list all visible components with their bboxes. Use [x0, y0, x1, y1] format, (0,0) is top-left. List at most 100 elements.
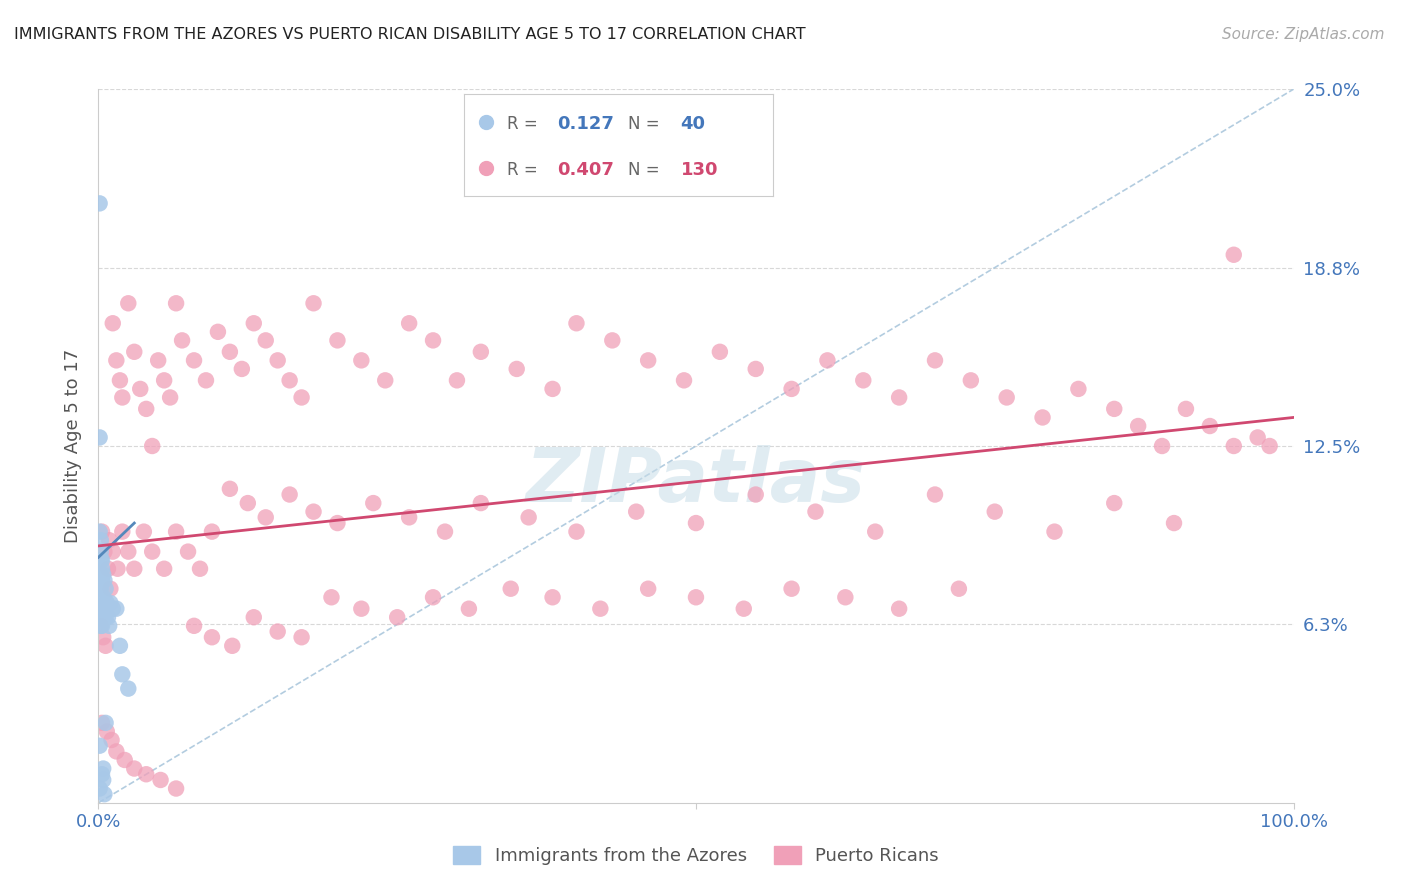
Point	[117, 681, 139, 696]
Point	[117, 544, 139, 558]
Point	[91, 715, 114, 730]
Point	[385, 610, 409, 624]
Point	[91, 772, 114, 787]
Text: N =: N =	[628, 115, 665, 134]
Point	[105, 353, 128, 368]
Point	[91, 562, 114, 576]
Point	[107, 562, 129, 576]
Point	[745, 487, 768, 501]
Point	[135, 767, 157, 781]
Point	[398, 510, 420, 524]
Point	[89, 524, 111, 539]
Point	[108, 639, 131, 653]
Point	[254, 510, 277, 524]
Point	[201, 524, 224, 539]
Point	[1247, 430, 1270, 444]
Point	[165, 296, 187, 310]
Point	[94, 715, 117, 730]
Point	[865, 524, 887, 539]
Point	[834, 591, 856, 605]
Point	[207, 325, 229, 339]
Point	[852, 373, 875, 387]
Point	[91, 762, 114, 776]
Point	[637, 353, 659, 368]
Point	[89, 781, 111, 796]
Point	[111, 667, 134, 681]
Point	[89, 196, 111, 211]
Point	[90, 544, 112, 558]
Point	[101, 544, 124, 558]
Point	[89, 610, 111, 624]
Point	[1152, 439, 1174, 453]
Point	[422, 591, 444, 605]
Point	[960, 373, 983, 387]
Text: N =: N =	[628, 161, 665, 178]
Point	[93, 601, 115, 615]
Point	[111, 391, 134, 405]
Point	[132, 524, 155, 539]
Point	[350, 601, 373, 615]
Point	[541, 591, 564, 605]
Point	[1163, 516, 1185, 530]
Point	[1104, 401, 1126, 416]
Point	[148, 353, 170, 368]
Point	[91, 553, 114, 567]
Point	[96, 724, 118, 739]
Text: 40: 40	[681, 115, 706, 134]
Point	[183, 619, 205, 633]
Point	[91, 630, 114, 644]
Point	[93, 787, 115, 801]
Point	[172, 334, 194, 348]
Point	[422, 334, 444, 348]
Point	[589, 601, 612, 615]
Point	[1067, 382, 1090, 396]
Point	[89, 739, 111, 753]
Point	[159, 391, 181, 405]
Point	[434, 524, 457, 539]
Point	[91, 573, 114, 587]
Point	[363, 496, 385, 510]
Point	[815, 353, 838, 368]
Point	[90, 553, 112, 567]
Point	[745, 362, 768, 376]
Point	[165, 781, 187, 796]
Point	[108, 373, 131, 387]
Point	[565, 316, 588, 330]
Point	[1223, 439, 1246, 453]
Point	[1258, 439, 1281, 453]
Point	[221, 639, 243, 653]
Point	[90, 567, 112, 582]
Point	[153, 562, 176, 576]
Point	[254, 334, 277, 348]
Point	[101, 601, 124, 615]
Text: 130: 130	[681, 161, 718, 178]
Point	[100, 733, 122, 747]
Point	[984, 505, 1007, 519]
Point	[602, 334, 624, 348]
Point	[90, 533, 112, 548]
Text: 0.407: 0.407	[557, 161, 613, 178]
Text: Source: ZipAtlas.com: Source: ZipAtlas.com	[1222, 27, 1385, 42]
Point	[91, 591, 114, 605]
Point	[541, 382, 564, 396]
Point	[470, 496, 492, 510]
Point	[165, 524, 187, 539]
Point	[98, 582, 122, 596]
Point	[117, 296, 139, 310]
Point	[804, 505, 827, 519]
Point	[302, 296, 325, 310]
Point	[153, 373, 176, 387]
Point	[183, 353, 205, 368]
Y-axis label: Disability Age 5 to 17: Disability Age 5 to 17	[65, 349, 83, 543]
Point	[326, 334, 349, 348]
Point	[236, 496, 259, 510]
Point	[124, 344, 146, 359]
Text: ZIPatlas: ZIPatlas	[526, 445, 866, 518]
Point	[267, 624, 290, 639]
Point	[124, 562, 146, 576]
Point	[626, 505, 648, 519]
Point	[1104, 496, 1126, 510]
Point	[278, 373, 301, 387]
Point	[89, 430, 111, 444]
Point	[177, 544, 200, 558]
